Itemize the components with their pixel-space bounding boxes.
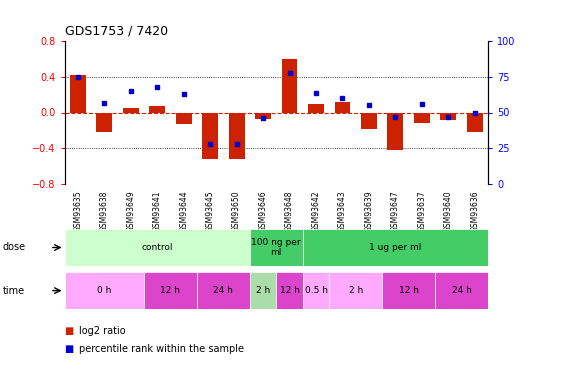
- Text: log2 ratio: log2 ratio: [79, 326, 125, 336]
- Text: 12 h: 12 h: [160, 286, 181, 295]
- Bar: [149, 106, 165, 112]
- Bar: [229, 112, 245, 159]
- Text: ■: ■: [65, 326, 73, 336]
- Bar: [388, 112, 403, 150]
- Text: 24 h: 24 h: [213, 286, 233, 295]
- Bar: [250, 229, 303, 266]
- Text: 24 h: 24 h: [452, 286, 472, 295]
- Text: time: time: [3, 286, 25, 296]
- Text: dose: dose: [3, 243, 26, 252]
- Bar: [255, 112, 271, 119]
- Bar: [276, 272, 303, 309]
- Bar: [382, 272, 435, 309]
- Bar: [435, 272, 488, 309]
- Text: ■: ■: [65, 344, 73, 354]
- Text: GDS1753 / 7420: GDS1753 / 7420: [65, 24, 168, 38]
- Text: 100 ng per
ml: 100 ng per ml: [251, 238, 301, 257]
- Bar: [334, 102, 351, 112]
- Bar: [329, 272, 382, 309]
- Bar: [303, 229, 488, 266]
- Text: 12 h: 12 h: [399, 286, 419, 295]
- Bar: [308, 104, 324, 112]
- Bar: [250, 272, 276, 309]
- Bar: [197, 272, 250, 309]
- Text: 1 ug per ml: 1 ug per ml: [369, 243, 422, 252]
- Bar: [65, 229, 250, 266]
- Bar: [440, 112, 456, 120]
- Text: percentile rank within the sample: percentile rank within the sample: [79, 344, 243, 354]
- Text: 0 h: 0 h: [97, 286, 112, 295]
- Bar: [282, 59, 297, 112]
- Bar: [467, 112, 483, 132]
- Bar: [202, 112, 218, 159]
- Text: 2 h: 2 h: [256, 286, 270, 295]
- Bar: [176, 112, 191, 124]
- Bar: [65, 272, 144, 309]
- Bar: [414, 112, 430, 123]
- Bar: [361, 112, 377, 129]
- Bar: [144, 272, 197, 309]
- Text: 0.5 h: 0.5 h: [305, 286, 328, 295]
- Text: control: control: [141, 243, 173, 252]
- Text: 12 h: 12 h: [279, 286, 300, 295]
- Bar: [303, 272, 329, 309]
- Bar: [123, 108, 139, 112]
- Bar: [96, 112, 112, 132]
- Bar: [70, 75, 86, 112]
- Text: 2 h: 2 h: [348, 286, 363, 295]
